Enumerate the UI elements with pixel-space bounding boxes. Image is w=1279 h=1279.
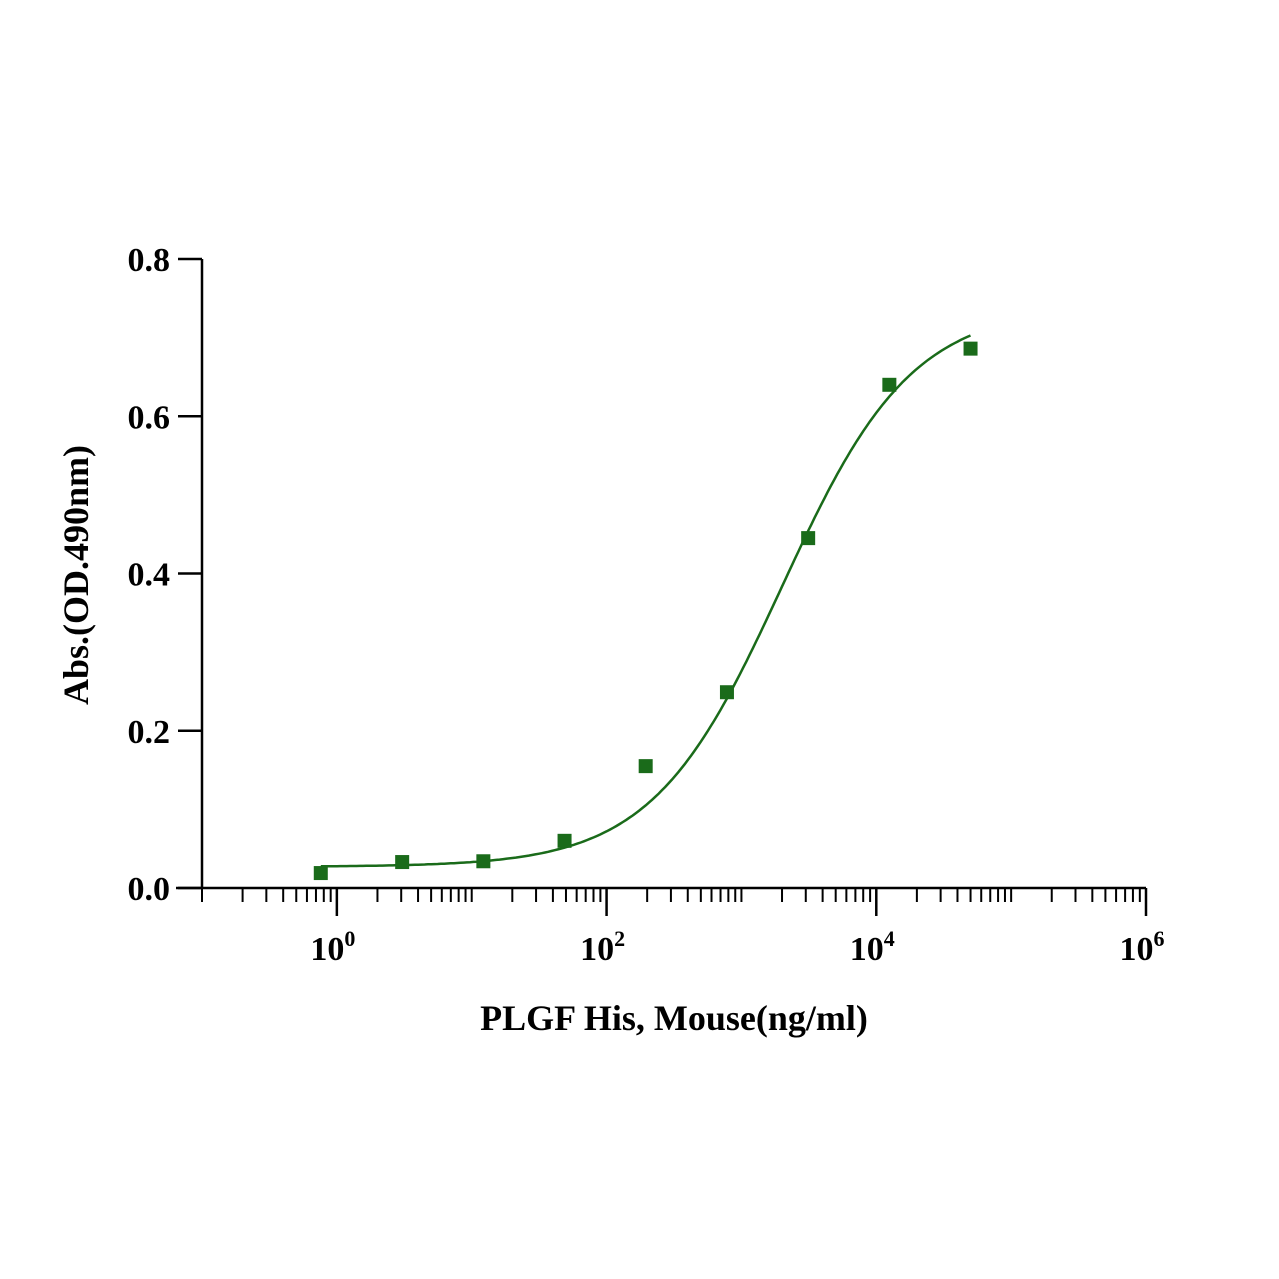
- y-tick-label: 0.8: [128, 242, 171, 279]
- y-tick-label: 0.6: [128, 399, 171, 436]
- x-tick-label: 106: [1120, 926, 1165, 968]
- data-point: [882, 377, 897, 392]
- x-tick-label: 102: [580, 926, 625, 968]
- data-point: [719, 685, 734, 700]
- x-tick-label: 100: [310, 926, 355, 968]
- data-point: [638, 759, 653, 774]
- data-point: [395, 855, 410, 870]
- y-tick-label: 0.2: [128, 714, 171, 751]
- data-point: [963, 341, 978, 356]
- data-point: [801, 531, 816, 546]
- y-axis-title: Abs.(OD.490nm): [56, 445, 96, 705]
- y-tick-label: 0.0: [128, 871, 171, 908]
- x-tick-label: 104: [850, 926, 895, 968]
- y-tick-label: 0.4: [128, 557, 171, 594]
- data-point: [313, 866, 328, 881]
- x-axis-title: PLGF His, Mouse(ng/ml): [480, 998, 868, 1038]
- axes: 0.0 0.2 0.4 0.6 0.8 100 102 104 106: [128, 242, 1165, 968]
- data-point: [557, 833, 572, 848]
- fit-curve: [320, 334, 972, 868]
- data-point: [476, 854, 491, 869]
- data-points: [313, 341, 978, 881]
